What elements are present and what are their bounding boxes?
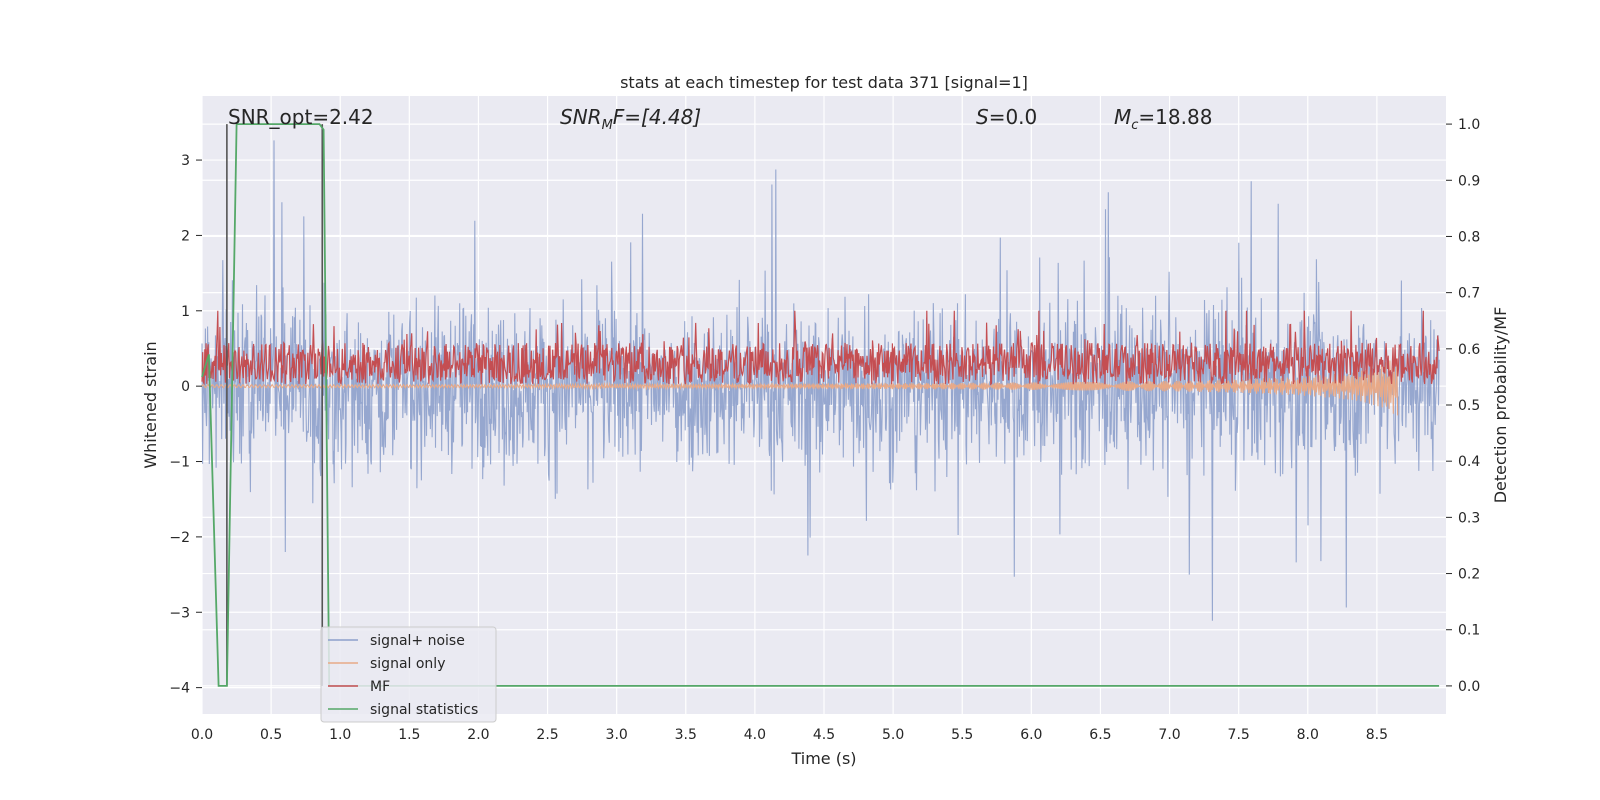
y-tick-label-right-8: 0.2 [1458,567,1480,583]
x-tick-label-9: 4.5 [813,727,835,743]
series-signal-only [201,359,1399,416]
x-tick-label-7: 3.5 [675,727,697,743]
x-tick-label-8: 4.0 [744,727,766,743]
legend-label-signal-only: signal only [370,656,445,672]
y-tick-label-right-7: 0.3 [1458,510,1480,526]
y-tick-label-left-5: −2 [169,530,190,546]
chart-title: stats at each timestep for test data 371… [620,73,1028,92]
x-tick-label-15: 7.5 [1228,727,1250,743]
legend: signal+ noise signal only MF signal stat… [320,626,497,723]
series-mf [201,310,1440,386]
annotation-mc: Mc=18.88 [1114,105,1212,133]
x-tick-label-12: 6.0 [1020,727,1042,743]
x-tick-label-5: 2.5 [536,727,558,743]
line-signal-statistics [201,123,1440,687]
x-tick-label-1: 0.5 [260,727,282,743]
x-tick-label-6: 3.0 [606,727,628,743]
annotation-mc-sub: c [1131,118,1138,133]
y-tick-label-left-2: 1 [181,304,190,320]
x-tick-label-11: 5.5 [951,727,973,743]
x-tick-label-10: 5.0 [882,727,904,743]
x-tick-label-3: 1.5 [398,727,420,743]
y-tick-label-right-4: 0.6 [1458,342,1480,358]
y-tick-label-right-10: 0.0 [1458,679,1480,695]
annotation-s: S=0.0 [976,105,1037,129]
x-tick-label-4: 2.0 [467,727,489,743]
y-tick-label-left-4: −1 [169,455,190,471]
y-tick-label-right-0: 1.0 [1458,117,1480,133]
vlines [226,124,324,686]
x-tick-label-17: 8.5 [1366,727,1388,743]
x-tick-label-16: 8.0 [1297,727,1319,743]
x-tick-labels: 0.0 0.5 1.0 1.5 2.0 2.5 3.0 3.5 4.0 4.5 5.0 5.5 6.0 6… [191,727,1388,743]
y-axis-label-left: Whitened strain [141,341,160,468]
series-signal-statistics [201,123,1440,687]
annotation-s-rest: =0.0 [989,105,1038,129]
annotation-snr-opt: SNR_opt=2.42 [228,105,374,129]
legend-box [320,626,497,723]
y-tick-label-right-2: 0.8 [1458,229,1480,245]
line-signal-only [201,359,1399,416]
y-tick-labels-right: 1.0 0.9 0.8 0.7 0.6 0.5 0.4 0.3 0.2 0.1 0.0 [1446,117,1480,695]
y-tick-label-left-7: −4 [169,681,190,697]
y-tick-label-left-0: 3 [181,153,190,169]
legend-label-signal-statistics: signal statistics [370,702,478,718]
y-tick-label-right-1: 0.9 [1458,173,1480,189]
x-tick-label-14: 7.0 [1158,727,1180,743]
annotation-mc-rest: =18.88 [1138,105,1212,129]
y-tick-label-right-6: 0.4 [1458,454,1480,470]
y-tick-label-left-1: 2 [181,228,190,244]
y-axis-label-right: Detection probability/MF [1491,307,1510,504]
legend-label-mf: MF [370,679,390,695]
y-tick-label-left-3: 0 [181,379,190,395]
legend-label-signal-plus-noise: signal+ noise [370,633,465,649]
annotation-snr-mf: SNRMF=[4.48] [560,105,701,133]
annotation-s-var: S [976,105,989,129]
annotation-snr-mf-rest: F=[4.48] [613,105,701,129]
x-tick-label-13: 6.5 [1089,727,1111,743]
x-axis-label: Time (s) [790,749,856,768]
annotation-snr-mf-sub: M [602,118,613,133]
annotation-mc-base: M [1114,105,1131,129]
y-tick-label-left-6: −3 [169,605,190,621]
y-tick-label-right-3: 0.7 [1458,286,1480,302]
annotation-snr-mf-base: SNR [560,105,602,129]
x-tick-label-0: 0.0 [191,727,213,743]
y-tick-label-right-9: 0.1 [1458,623,1480,639]
y-tick-label-right-5: 0.5 [1458,398,1480,414]
x-tick-label-2: 1.0 [329,727,351,743]
line-mf [201,310,1440,386]
y-tick-labels-left: 3 2 1 0 −1 −2 −3 −4 [169,153,202,697]
